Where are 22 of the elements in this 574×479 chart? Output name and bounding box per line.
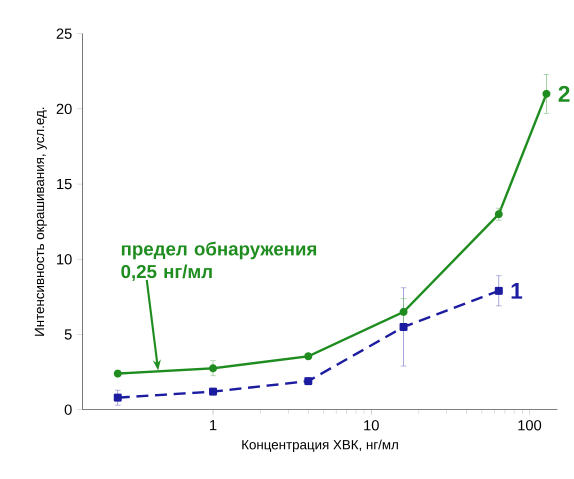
point [304,377,312,386]
x-tick-label: 100 [518,420,542,430]
point [114,394,122,402]
point [494,286,503,295]
point [400,322,408,331]
series-label: 1 [512,283,522,299]
y-tick-label: 20 [56,104,72,114]
annotation: предел обнаружения 0,25 нг/мл [121,242,316,281]
y-tick-label: 5 [64,329,72,340]
point [209,364,218,372]
y-tick-label: 0 [64,404,72,415]
y-tick-label: 25 [56,28,72,39]
point [494,210,503,218]
y-tick-label: 15 [57,178,72,190]
x-tick-label: 10 [364,420,379,430]
point [209,388,218,396]
y-tick-label: 10 [57,254,72,264]
x-axis-title: Концентрация ХВК, нг/мл [242,440,398,452]
y-axis-title: Интенсивность окрашивания, усл.ед. [34,108,47,336]
x-tick-label: 1 [210,420,216,430]
series-label: 2 [558,86,570,102]
point [400,308,408,316]
